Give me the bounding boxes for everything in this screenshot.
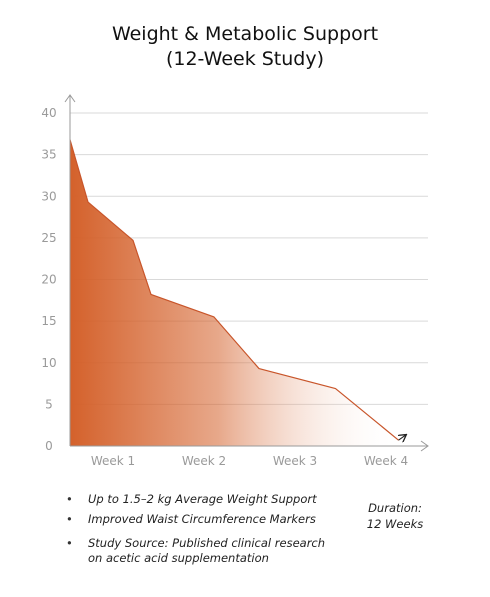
note-weight-support: Up to 1.5–2 kg Average Weight Support (66, 492, 366, 507)
duration-value: 12 Weeks (366, 517, 424, 531)
trend-arrow (399, 435, 406, 440)
y-tick-label: 5 (45, 397, 53, 411)
x-tick-label: Week 4 (364, 454, 408, 468)
series-line (69, 139, 399, 441)
x-axis-ticks: Week 1 Week 2 Week 3 Week 4 (91, 454, 408, 468)
y-axis-arrow (64, 94, 76, 103)
note-study-source: Study Source: Published clinical researc… (66, 536, 366, 566)
y-tick-label: 40 (41, 106, 56, 120)
chart-title-line-2: (12-Week Study) (165, 48, 325, 70)
duration-label: Duration: (368, 501, 422, 515)
y-tick-label: 15 (41, 314, 56, 328)
area-fill (70, 139, 399, 446)
y-tick-label: 30 (41, 189, 56, 203)
note-study-source-line-2: on acetic acid supplementation (88, 551, 269, 565)
x-axis-arrow (420, 440, 429, 452)
note-study-source-line-1: Study Source: Published clinical researc… (88, 536, 326, 550)
x-tick-label: Week 2 (182, 454, 226, 468)
chart-title-line-1: Weight & Metabolic Support (111, 23, 379, 45)
area-series (69, 139, 406, 446)
study-notes: Up to 1.5–2 kg Average Weight Support Im… (66, 492, 366, 566)
y-tick-label: 10 (41, 356, 56, 370)
duration-note: Duration: 12 Weeks (350, 500, 440, 532)
chart-title: Weight & Metabolic Support (12-Week Stud… (0, 22, 490, 72)
x-tick-label: Week 1 (91, 454, 135, 468)
y-tick-label: 20 (41, 273, 56, 287)
y-tick-label: 25 (41, 231, 56, 245)
axes (64, 94, 429, 452)
y-axis-ticks: 0 5 10 15 20 25 30 35 40 (41, 106, 56, 453)
y-tick-label: 35 (41, 148, 56, 162)
note-waist-markers: Improved Waist Circumference Markers (66, 512, 366, 527)
x-tick-label: Week 3 (273, 454, 317, 468)
y-tick-label: 0 (45, 439, 53, 453)
